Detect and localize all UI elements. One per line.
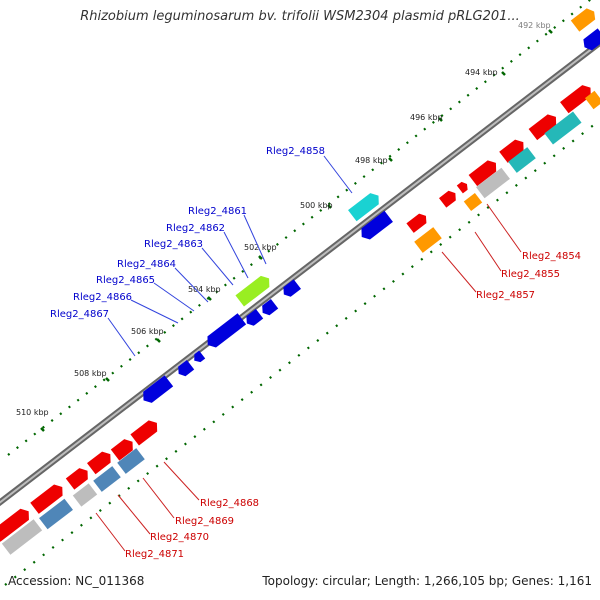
tick-label-508: 508 kbp — [74, 369, 107, 378]
gene-gray-1[interactable] — [476, 167, 510, 199]
gene-teal-2[interactable] — [508, 147, 536, 173]
gene-red-ll-5[interactable] — [30, 481, 66, 514]
gene-steel-4870[interactable] — [93, 466, 121, 492]
gene-forward-2[interactable] — [528, 111, 561, 141]
gene-blue-4863[interactable] — [243, 308, 264, 328]
gene-red-ll-2[interactable] — [110, 436, 137, 461]
gene-blue-4865[interactable] — [191, 350, 206, 365]
gene-forward-5[interactable] — [456, 180, 470, 194]
inner-tick-track — [4, 119, 600, 586]
red-leader-lines — [95, 203, 522, 552]
gene-label-rleg2-4862[interactable]: Rleg2_4862 — [166, 223, 225, 234]
gene-label-rleg2-4863[interactable]: Rleg2_4863 — [144, 239, 203, 250]
gene-forward-7[interactable] — [406, 211, 429, 233]
gene-label-rleg2-4868[interactable]: Rleg2_4868 — [200, 498, 259, 509]
gene-steel-4869[interactable] — [117, 448, 145, 474]
tick-label-496: 496 kbp — [410, 113, 443, 122]
gene-red-4868[interactable] — [130, 417, 161, 446]
gene-blue-4866[interactable] — [175, 359, 195, 379]
gene-label-rleg2-4857[interactable]: Rleg2_4857 — [476, 290, 535, 301]
gene-orange-2[interactable] — [414, 227, 442, 253]
gene-lime-4861[interactable] — [235, 273, 273, 307]
gene-red-ll-4[interactable] — [65, 465, 92, 490]
accession-text: Accession: NC_011368 — [8, 574, 145, 588]
gene-blue-4867[interactable] — [139, 375, 174, 406]
gene-gray-4871[interactable] — [72, 483, 98, 507]
gene-label-rleg2-4865[interactable]: Rleg2_4865 — [96, 275, 155, 286]
gene-blue-4864[interactable] — [203, 313, 247, 350]
gene-steel-ll-4[interactable] — [39, 498, 73, 530]
gene-red-ll-6[interactable] — [0, 506, 33, 542]
gene-label-rleg2-4861[interactable]: Rleg2_4861 — [188, 206, 247, 217]
tick-label-504: 504 kbp — [188, 285, 221, 294]
gene-blue-4861b[interactable] — [280, 279, 301, 299]
gene-red-ll-3[interactable] — [87, 449, 115, 475]
gene-forward-4[interactable] — [468, 157, 501, 187]
tick-label-510: 510 kbp — [16, 408, 49, 417]
gene-label-rleg2-4871[interactable]: Rleg2_4871 — [125, 549, 184, 560]
blue-leader-lines — [107, 155, 353, 357]
map-title: Rhizobium leguminosarum bv. trifolii WSM… — [80, 9, 520, 24]
gene-label-rleg2-4870[interactable]: Rleg2_4870 — [150, 532, 209, 543]
gene-blue-4862[interactable] — [259, 298, 279, 318]
gene-label-rleg2-4869[interactable]: Rleg2_4869 — [175, 516, 234, 527]
gene-features — [0, 6, 600, 555]
gene-forward-1[interactable] — [560, 82, 595, 114]
gene-label-rleg2-4855[interactable]: Rleg2_4855 — [501, 269, 560, 280]
tick-label-506: 506 kbp — [131, 327, 164, 336]
tick-label-502: 502 kbp — [244, 243, 277, 252]
gene-orange-1[interactable] — [463, 192, 483, 212]
outer-tick-track — [7, 0, 592, 456]
gene-label-rleg2-4867[interactable]: Rleg2_4867 — [50, 309, 109, 320]
gene-blue-500[interactable] — [357, 210, 393, 243]
major-ticks — [40, 29, 553, 432]
gene-label-rleg2-4866[interactable]: Rleg2_4866 — [73, 292, 132, 303]
gene-gray-ll-5[interactable] — [1, 519, 43, 555]
genome-summary-text: Topology: circular; Length: 1,266,105 bp… — [262, 574, 592, 588]
gene-cyan-4858[interactable] — [348, 190, 383, 222]
tick-label-492: 492 kbp — [518, 21, 551, 30]
tick-label-494: 494 kbp — [465, 68, 498, 77]
gene-label-rleg2-4854[interactable]: Rleg2_4854 — [522, 251, 581, 262]
gene-label-rleg2-4858[interactable]: Rleg2_4858 — [266, 146, 325, 157]
tick-label-500: 500 kbp — [300, 201, 333, 210]
gene-orange-corner[interactable] — [570, 6, 599, 32]
gene-label-rleg2-4864[interactable]: Rleg2_4864 — [117, 259, 176, 270]
tick-label-498: 498 kbp — [355, 156, 388, 165]
backbone — [0, 38, 600, 507]
gene-forward-6[interactable] — [439, 188, 459, 208]
gene-blue-corner[interactable] — [580, 28, 600, 52]
gene-forward-3[interactable] — [499, 137, 527, 163]
gene-orange-top[interactable] — [584, 90, 600, 110]
gene-teal-1[interactable] — [544, 111, 582, 145]
